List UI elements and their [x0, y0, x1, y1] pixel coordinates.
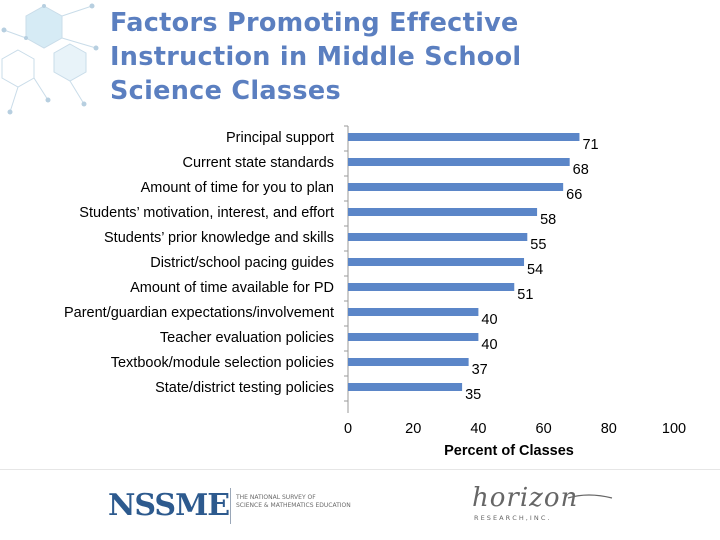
category-label: Amount of time for you to plan — [141, 180, 334, 196]
bar — [348, 283, 515, 291]
x-tick-label: 100 — [662, 421, 686, 437]
category-label: State/district testing policies — [155, 380, 334, 396]
data-label: 68 — [573, 162, 589, 178]
horizon-wordmark: horizon — [472, 484, 578, 513]
bar — [348, 258, 525, 266]
bar — [348, 233, 528, 241]
nssme-logo: NSSME — [108, 488, 230, 523]
category-label: Students’ prior knowledge and skills — [104, 230, 334, 246]
x-tick-label: 20 — [405, 421, 421, 437]
category-label: Teacher evaluation policies — [160, 330, 334, 346]
x-axis-title: Percent of Classes — [444, 443, 574, 458]
data-label: 37 — [472, 362, 488, 378]
bar — [348, 358, 469, 366]
bar — [348, 208, 538, 216]
x-tick-label: 80 — [601, 421, 617, 437]
nssme-subtitle-line-1: THE NATIONAL SURVEY OF — [236, 494, 316, 501]
category-label: Amount of time available for PD — [130, 280, 334, 296]
data-label: 58 — [540, 212, 556, 228]
x-tick-label: 60 — [536, 421, 552, 437]
category-label: Students’ motivation, interest, and effo… — [79, 205, 334, 221]
data-label: 35 — [465, 387, 481, 403]
nssme-subtitle-line-2: SCIENCE & MATHEMATICS EDUCATION — [236, 502, 351, 509]
data-label: 71 — [582, 137, 598, 153]
nssme-logo-divider — [230, 488, 231, 524]
category-label: Parent/guardian expectations/involvement — [64, 305, 334, 321]
bar — [348, 158, 570, 166]
x-tick-label: 40 — [470, 421, 486, 437]
bar — [348, 333, 479, 341]
x-tick-label: 0 — [344, 421, 352, 437]
data-label: 40 — [481, 312, 497, 328]
data-label: 51 — [517, 287, 533, 303]
bar — [348, 308, 479, 316]
data-label: 66 — [566, 187, 582, 203]
bar — [348, 183, 564, 191]
data-label: 54 — [527, 262, 543, 278]
data-label: 55 — [530, 237, 546, 253]
page-title: Factors Promoting Effective Instruction … — [110, 6, 670, 108]
category-label: Current state standards — [182, 155, 334, 171]
bar-chart: Principal support 71 Current state standar… — [64, 125, 686, 458]
bar — [348, 133, 580, 141]
title-line-1: Factors Promoting Effective — [110, 8, 519, 38]
category-label: Textbook/module selection policies — [111, 355, 334, 371]
horizon-subtitle: R E S E A R C H , I N C . — [474, 514, 550, 522]
hexagon-decoration-icon — [1, 3, 99, 115]
horizon-research-logo: horizon R E S E A R C H , I N C . — [472, 484, 613, 522]
bar — [348, 383, 463, 391]
title-line-3: Science Classes — [110, 76, 341, 106]
category-label: Principal support — [226, 130, 334, 146]
horizon-swoosh-icon — [567, 494, 613, 499]
data-label: 40 — [481, 337, 497, 353]
title-line-2: Instruction in Middle School — [110, 42, 522, 72]
category-label: District/school pacing guides — [150, 255, 334, 271]
footer-divider — [0, 469, 720, 470]
nssme-subtitle: THE NATIONAL SURVEY OF SCIENCE & MATHEMA… — [236, 494, 376, 510]
